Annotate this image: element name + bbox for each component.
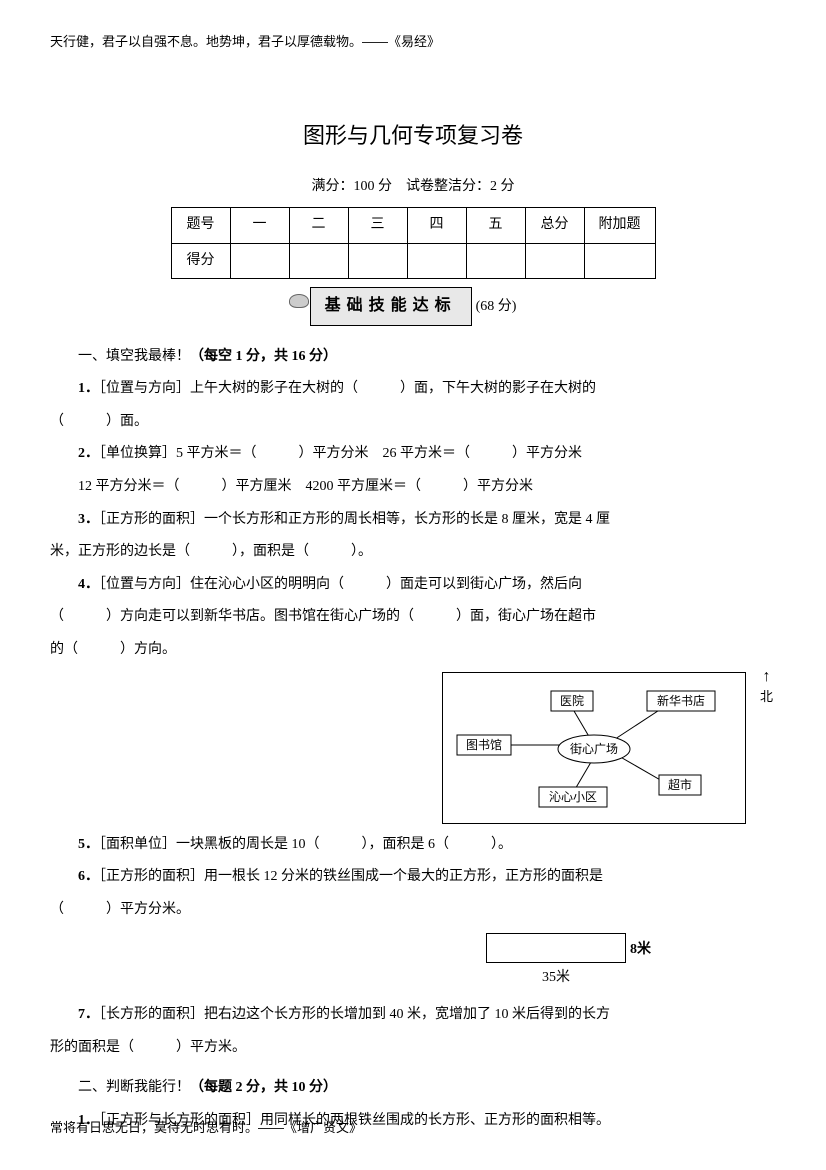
rect-width-label: 35米 [486,965,626,992]
q4-line3: 的（ ）方向。 [50,637,776,664]
td-blank [525,243,584,279]
map-diagram: ↑ 北 街心广场 医院 新华书店 图书馆 沁心小区 [442,672,746,824]
q4-line1: 4．［位置与方向］住在沁心小区的明明向（ ）面走可以到街心广场，然后向 [50,572,776,599]
score-table: 题号 一 二 三 四 五 总分 附加题 得分 [171,207,656,279]
north-indicator: ↑ 北 [760,669,773,710]
section-head-text: 一、填空我最棒！ [78,349,190,364]
q-text: ［面积单位］一块黑板的周长是 10（ ），面积是 6（ ）。 [99,837,512,852]
q-num: 7． [78,1007,99,1022]
q3-line1: 3．［正方形的面积］一个长方形和正方形的周长相等，长方形的长是 8 厘米，宽是 … [50,507,776,534]
page-title: 图形与几何专项复习卷 [50,115,776,157]
north-arrow-icon: ↑ [760,669,773,685]
map-hospital-label: 医院 [560,693,584,707]
map-center-label: 街心广场 [570,741,618,755]
q-num: 6． [78,869,99,884]
q4-line2: （ ）方向走可以到新华书店。图书馆在街心广场的（ ）面，街心广场在超市 [50,604,776,631]
section-2-head: 二、判断我能行！（每题 2 分，共 10 分） [50,1075,776,1102]
rect-box [486,933,626,963]
map-library-label: 图书馆 [466,736,502,751]
q-num: 3． [78,512,99,527]
score-line: 满分：100 分 试卷整洁分：2 分 [50,174,776,201]
th-5: 五 [466,208,525,244]
section-1-head: 一、填空我最棒！（每空 1 分，共 16 分） [50,344,776,371]
page: 天行健，君子以自强不息。地势坤，君子以厚德载物。——《易经》 图形与几何专项复习… [0,0,826,1170]
td-blank [348,243,407,279]
td-blank [230,243,289,279]
map-qinxin-label: 沁心小区 [549,789,597,803]
q-text: ［正方形的面积］一个长方形和正方形的周长相等，长方形的长是 8 厘米，宽是 4 … [99,512,610,527]
q-text: ［长方形的面积］把右边这个长方形的长增加到 40 米，宽增加了 10 米后得到的… [99,1007,610,1022]
map-market-label: 超市 [668,776,692,791]
q6-line2: （ ）平方分米。 [50,897,776,924]
td-blank [289,243,348,279]
q1-line2: （ ）面。 [50,409,776,436]
q1-line1: 1．［位置与方向］上午大树的影子在大树的（ ）面，下午大树的影子在大树的 [50,376,776,403]
table-score-row: 得分 [171,243,655,279]
q5: 5．［面积单位］一块黑板的周长是 10（ ），面积是 6（ ）。 [50,832,776,859]
banner: 基础技能达标 [310,287,472,325]
rectangle-diagram: 8米 35米 [486,933,666,992]
th-2: 二 [289,208,348,244]
map-svg: 街心广场 医院 新华书店 图书馆 沁心小区 超市 [449,683,727,813]
th-total: 总分 [525,208,584,244]
th-3: 三 [348,208,407,244]
q-text: ［位置与方向］上午大树的影子在大树的（ ）面，下午大树的影子在大树的 [99,381,596,396]
q-text: ［正方形的面积］用一根长 12 分米的铁丝围成一个最大的正方形，正方形的面积是 [99,869,603,884]
q-text: ［单位换算］5 平方米＝（ ）平方分米 26 平方米＝（ ）平方分米 [99,446,582,461]
q-num: 1． [78,381,99,396]
q-num: 4． [78,577,99,592]
section-head-text: 二、判断我能行！ [78,1080,190,1095]
q-num: 5． [78,837,99,852]
north-label: 北 [760,689,773,704]
q7-line1: 7．［长方形的面积］把右边这个长方形的长增加到 40 米，宽增加了 10 米后得… [50,1002,776,1029]
q3-line2: 米，正方形的边长是（ ），面积是（ ）。 [50,539,776,566]
q-text: ［位置与方向］住在沁心小区的明明向（ ）面走可以到街心广场，然后向 [99,577,582,592]
td-blank [407,243,466,279]
q7-line2: 形的面积是（ ）平方米。 [50,1035,776,1062]
bottom-quote: 常将有日思无日，莫待无时思有时。——《增广贤文》 [50,1116,362,1141]
td-blank [584,243,655,279]
banner-points: (68 分) [476,294,517,321]
section-head-bold: （每题 2 分，共 10 分） [190,1080,337,1095]
td-label: 得分 [171,243,230,279]
table-header-row: 题号 一 二 三 四 五 总分 附加题 [171,208,655,244]
rect-height-label: 8米 [630,937,651,964]
q2-line1: 2．［单位换算］5 平方米＝（ ）平方分米 26 平方米＝（ ）平方分米 [50,441,776,468]
th-1: 一 [230,208,289,244]
map-bookstore-label: 新华书店 [657,692,705,707]
banner-wrap: 基础技能达标(68 分) [50,287,776,325]
th-label: 题号 [171,208,230,244]
top-quote: 天行健，君子以自强不息。地势坤，君子以厚德载物。——《易经》 [50,30,776,55]
th-extra: 附加题 [584,208,655,244]
q6-line1: 6．［正方形的面积］用一根长 12 分米的铁丝围成一个最大的正方形，正方形的面积… [50,864,776,891]
section-head-bold: （每空 1 分，共 16 分） [190,349,337,364]
q-num: 2． [78,446,99,461]
td-blank [466,243,525,279]
q2-line2: 12 平方分米＝（ ）平方厘米 4200 平方厘米＝（ ）平方分米 [50,474,776,501]
th-4: 四 [407,208,466,244]
